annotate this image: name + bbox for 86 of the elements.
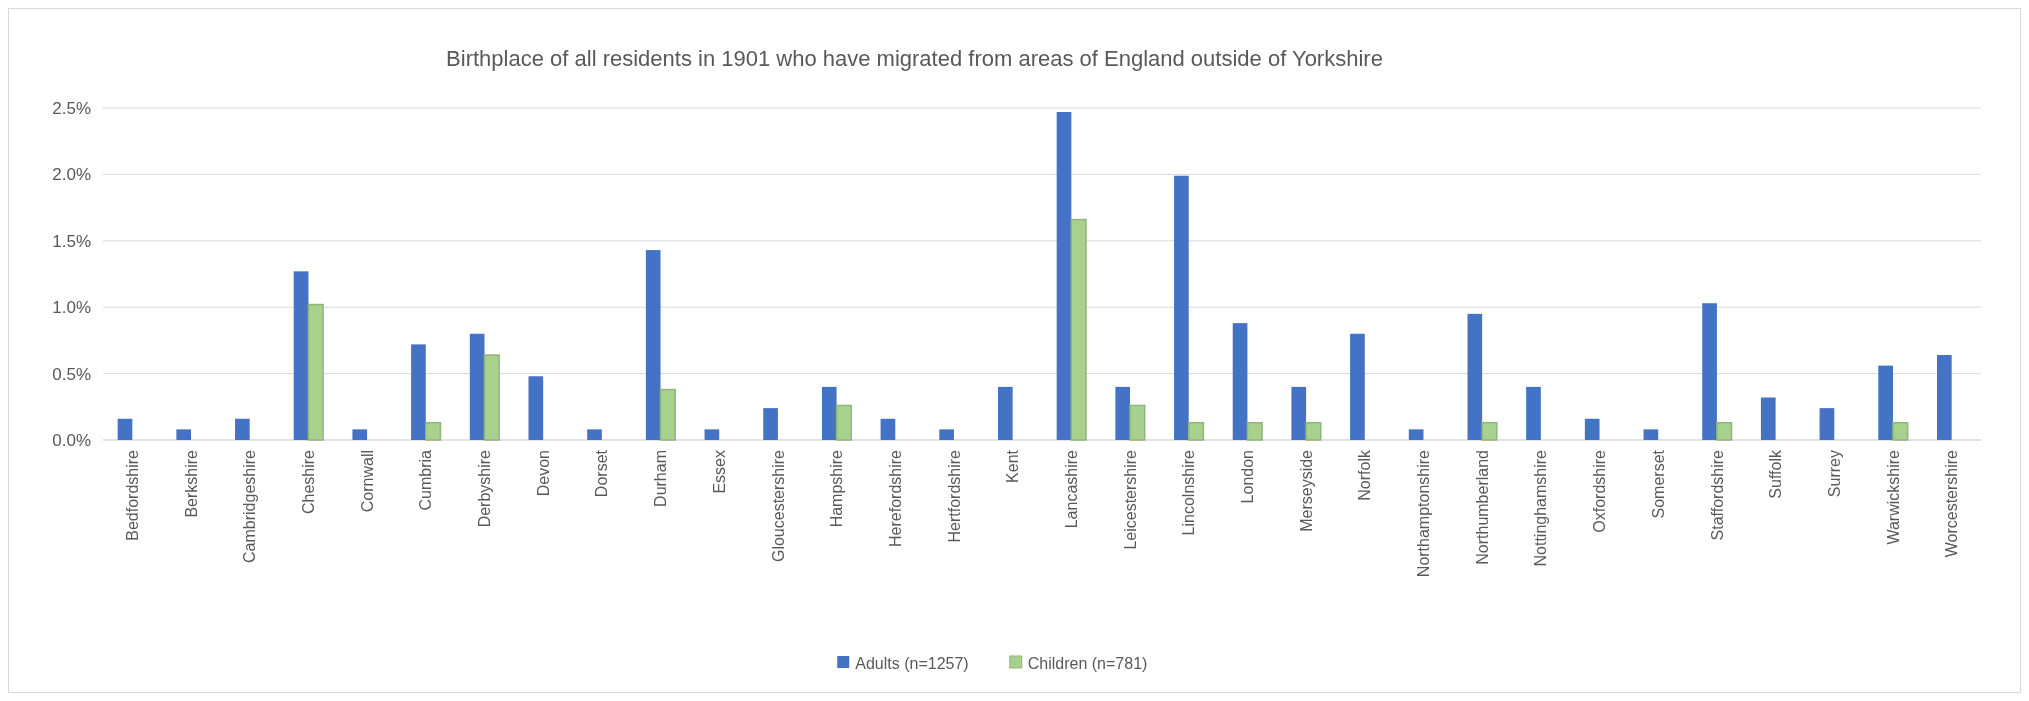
bar: [1187, 421, 1205, 441]
x-tick-label: Devon: [534, 450, 552, 497]
bar: [763, 408, 778, 440]
chart-title: Birthplace of all residents in 1901 who have migrated from areas of England outside of Yorkshire: [446, 46, 1383, 71]
bar: [645, 250, 661, 440]
legend-label: Children (n=781): [1027, 654, 1148, 672]
bar: [821, 386, 837, 440]
bar: [1408, 429, 1424, 440]
x-tick-label: Cumbria: [417, 449, 435, 511]
y-tick-label: 0.0%: [52, 430, 91, 450]
x-tick-label: Cornwall: [358, 450, 376, 513]
x-tick-label: Suffolk: [1767, 449, 1785, 499]
x-tick-label: Bedfordshire: [123, 449, 141, 541]
bar: [1526, 386, 1541, 440]
x-tick-label: Lancashire: [1062, 449, 1080, 529]
bar: [1115, 386, 1131, 440]
bar: [659, 388, 676, 441]
bar: [880, 418, 896, 440]
x-tick-label: Somerset: [1649, 449, 1667, 519]
y-tick-label: 0.5%: [52, 364, 91, 384]
x-tick-label: Warwickshire: [1884, 449, 1902, 545]
bar: [425, 421, 442, 441]
bar: [1481, 421, 1498, 441]
bar: [1070, 218, 1087, 441]
y-tick-label: 1.0%: [52, 298, 91, 318]
bar: [1305, 421, 1322, 441]
x-tick-label: Derbyshire: [476, 449, 494, 528]
bar: [1702, 303, 1717, 440]
y-tick-label: 2.5%: [52, 98, 91, 118]
bar: [1350, 333, 1365, 440]
bar: [1291, 386, 1307, 440]
x-tick-label: Berkshire: [182, 449, 200, 518]
bar: [1716, 421, 1733, 441]
x-tick-label: Herefordshire: [886, 449, 904, 547]
bar: [528, 376, 544, 440]
bar: [587, 429, 602, 440]
x-tick-label: Worcestershire: [1943, 449, 1961, 558]
x-tick-label: Hertfordshire: [945, 449, 963, 543]
bar: [293, 271, 309, 440]
bar: [835, 404, 853, 441]
bar: [1892, 421, 1909, 441]
bar: [411, 344, 426, 440]
x-tick-label: Essex: [710, 450, 728, 494]
bar: [117, 418, 133, 440]
bar: [1129, 404, 1146, 441]
x-tick-label: Norfolk: [1356, 449, 1374, 501]
bar: [1819, 408, 1835, 440]
bar: [1760, 397, 1776, 440]
bar: [1936, 355, 1952, 440]
y-tick-label: 2.0%: [52, 165, 91, 185]
x-tick-label: Hampshire: [828, 449, 846, 528]
bar: [1246, 421, 1263, 441]
legend-label: Adults (n=1257): [855, 654, 969, 672]
x-tick-label: Cambridgeshire: [241, 449, 259, 563]
x-tick-label: Northamptonshire: [1415, 449, 1433, 578]
bar: [1643, 429, 1659, 440]
x-tick-label: Durham: [652, 450, 670, 507]
x-tick-label: London: [1239, 450, 1257, 504]
bar: [1584, 418, 1600, 440]
x-tick-label: Dorset: [593, 449, 611, 498]
x-tick-label: Nottinghamshire: [1532, 449, 1550, 567]
x-tick-label: Kent: [1004, 449, 1022, 483]
x-tick-label: Northumberland: [1473, 450, 1491, 565]
x-tick-label: Oxfordshire: [1591, 449, 1609, 533]
x-tick-label: Lincolnshire: [1180, 449, 1198, 536]
x-tick-label: Cheshire: [300, 449, 318, 515]
bar: [704, 429, 720, 440]
bar: [1467, 313, 1483, 440]
bar: [176, 429, 192, 440]
bar: [1232, 323, 1248, 440]
x-tick-label: Gloucestershire: [769, 449, 787, 563]
bar: [939, 429, 954, 440]
bar: [1174, 175, 1189, 440]
bar: [352, 429, 368, 440]
bar: [997, 386, 1013, 440]
bar: [469, 333, 485, 440]
x-tick-label: Leicestershire: [1121, 449, 1139, 550]
x-tick-label: Staffordshire: [1708, 449, 1726, 541]
y-tick-label: 1.5%: [52, 231, 91, 251]
x-tick-label: Surrey: [1825, 450, 1843, 498]
bar: [1878, 365, 1893, 440]
bar: [235, 418, 250, 440]
bar: [483, 354, 500, 441]
x-tick-label: Merseyside: [1297, 449, 1315, 532]
bar: [307, 303, 324, 441]
bar: [1056, 111, 1072, 440]
